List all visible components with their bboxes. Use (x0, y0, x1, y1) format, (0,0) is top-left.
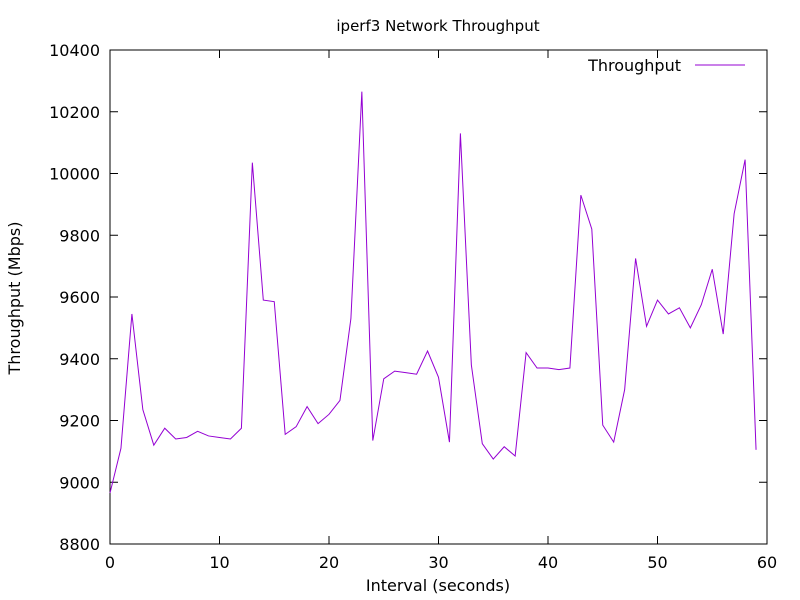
series-line-throughput (109, 91, 757, 494)
legend: Throughput (587, 56, 745, 75)
x-tick-label: 50 (647, 553, 667, 572)
chart-title: iperf3 Network Throughput (336, 17, 539, 35)
plot-area (109, 49, 768, 545)
y-tick-label: 10200 (49, 103, 100, 122)
y-tick-label: 9400 (59, 350, 100, 369)
legend-label: Throughput (587, 56, 681, 75)
x-tick-label: 30 (428, 553, 448, 572)
x-tick-label: 0 (105, 553, 115, 572)
y-tick-label: 9000 (59, 473, 100, 492)
series-layer (109, 91, 757, 494)
y-tick-label: 8800 (59, 535, 100, 554)
y-tick-label: 9800 (59, 226, 100, 245)
x-tick-label: 60 (757, 553, 777, 572)
y-axis: 8800 9000 9200 9400 9600 9800 10000 10200 10400 (49, 41, 767, 554)
y-tick-label: 9600 (59, 288, 100, 307)
plot-border (109, 49, 768, 545)
x-tick-label: 40 (538, 553, 558, 572)
x-tick-label: 20 (319, 553, 339, 572)
x-axis: 0 10 20 30 40 50 60 (105, 50, 777, 572)
y-tick-label: 10400 (49, 41, 100, 60)
y-tick-label: 9200 (59, 412, 100, 431)
y-axis-title: Throughput (Mbps) (5, 222, 24, 376)
x-tick-label: 10 (209, 553, 229, 572)
x-axis-title: Interval (seconds) (366, 576, 510, 595)
y-tick-label: 10000 (49, 165, 100, 184)
